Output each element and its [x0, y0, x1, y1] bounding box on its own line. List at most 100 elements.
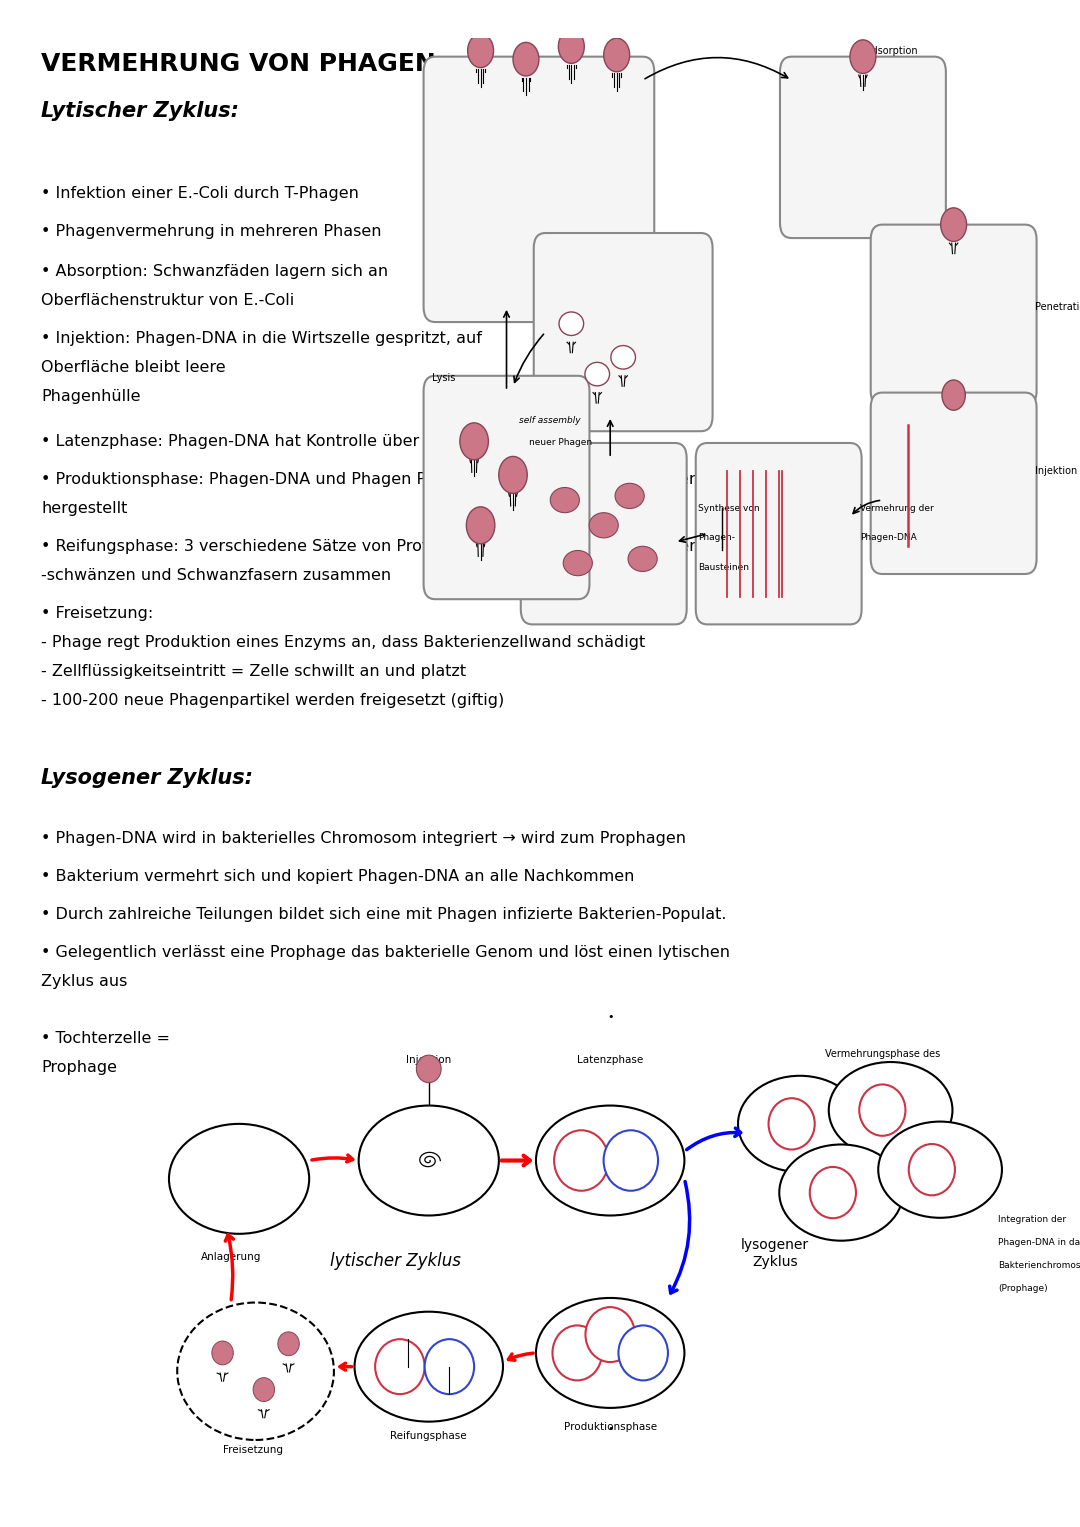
Ellipse shape: [536, 1298, 685, 1408]
Ellipse shape: [359, 1106, 499, 1215]
Text: • Absorption: Schwanzfäden lagern sich an: • Absorption: Schwanzfäden lagern sich a…: [41, 264, 388, 279]
Text: - Phage regt Produktion eines Enzyms an, dass Bakterienzellwand schädigt: - Phage regt Produktion eines Enzyms an,…: [41, 635, 645, 651]
Ellipse shape: [559, 312, 583, 336]
FancyBboxPatch shape: [870, 392, 1037, 574]
FancyBboxPatch shape: [423, 376, 590, 599]
Text: • Tochterzelle =: • Tochterzelle =: [41, 1031, 170, 1046]
Ellipse shape: [611, 345, 635, 370]
Text: Lysogener Zyklus:: Lysogener Zyklus:: [41, 768, 253, 788]
Circle shape: [558, 29, 584, 63]
Text: Bausteinen: Bausteinen: [698, 563, 748, 571]
Circle shape: [554, 1130, 608, 1191]
Circle shape: [604, 38, 630, 72]
Text: Adsorption: Adsorption: [866, 46, 919, 56]
Circle shape: [941, 208, 967, 241]
Text: Vermehrungsphase des: Vermehrungsphase des: [825, 1049, 940, 1058]
Circle shape: [860, 1084, 905, 1136]
Text: •: •: [607, 1425, 613, 1434]
Text: • Produktionsphase: Phagen-DNA und Phagen Proteine und Phagengenom Kopien: • Produktionsphase: Phagen-DNA und Phage…: [41, 472, 699, 487]
Text: • Phagenvermehrung in mehreren Phasen: • Phagenvermehrung in mehreren Phasen: [41, 224, 381, 240]
Ellipse shape: [585, 362, 609, 386]
Ellipse shape: [878, 1121, 1002, 1219]
Circle shape: [278, 1332, 299, 1356]
Text: neuer Phagen: neuer Phagen: [529, 438, 592, 447]
Circle shape: [585, 1307, 635, 1362]
Text: Produktionsphase: Produktionsphase: [564, 1422, 657, 1432]
Ellipse shape: [828, 1063, 953, 1157]
Ellipse shape: [590, 513, 619, 538]
Circle shape: [604, 1130, 658, 1191]
Circle shape: [212, 1341, 233, 1365]
Text: • Reifungsphase: 3 verschiedene Sätze von Proteine lagern sich zu Phagenköpfen,: • Reifungsphase: 3 verschiedene Sätze vo…: [41, 539, 704, 554]
Text: - 100-200 neue Phagenpartikel werden freigesetzt (giftig): - 100-200 neue Phagenpartikel werden fre…: [41, 693, 504, 709]
Text: Phagen-DNA in das: Phagen-DNA in das: [998, 1238, 1080, 1248]
Text: Penetration: Penetration: [1035, 302, 1080, 312]
Text: - Zellflüssigkeitseintritt = Zelle schwillt an und platzt: - Zellflüssigkeitseintritt = Zelle schwi…: [41, 664, 467, 680]
Text: Lysis: Lysis: [432, 373, 456, 383]
Text: Lytischer Zyklus:: Lytischer Zyklus:: [41, 101, 239, 121]
FancyBboxPatch shape: [780, 56, 946, 238]
Text: • Freisetzung:: • Freisetzung:: [41, 606, 153, 621]
Text: Oberfläche bleibt leere: Oberfläche bleibt leere: [41, 360, 226, 376]
Circle shape: [942, 380, 966, 411]
Text: self assembly: self assembly: [519, 415, 581, 425]
Text: (Prophage): (Prophage): [998, 1284, 1048, 1293]
Circle shape: [810, 1167, 856, 1219]
Text: Oberflächenstruktur von E.-Coli: Oberflächenstruktur von E.-Coli: [41, 293, 294, 308]
Text: hergestellt: hergestellt: [41, 501, 127, 516]
Ellipse shape: [177, 1303, 334, 1440]
FancyBboxPatch shape: [423, 56, 654, 322]
Ellipse shape: [738, 1075, 862, 1173]
Circle shape: [850, 40, 876, 73]
Text: Zyklus aus: Zyklus aus: [41, 974, 127, 989]
Text: Injektion: Injektion: [1035, 466, 1077, 476]
Text: Phagen-: Phagen-: [698, 533, 734, 542]
Text: • Bakterium vermehrt sich und kopiert Phagen-DNA an alle Nachkommen: • Bakterium vermehrt sich und kopiert Ph…: [41, 869, 634, 884]
Text: Prophage: Prophage: [41, 1060, 117, 1075]
FancyBboxPatch shape: [870, 224, 1037, 406]
Circle shape: [908, 1144, 955, 1196]
Text: lytischer Zyklus: lytischer Zyklus: [330, 1252, 461, 1270]
Text: Freisetzung: Freisetzung: [222, 1445, 283, 1455]
Ellipse shape: [168, 1124, 309, 1234]
Text: -schwänzen und Schwanzfasern zusammen: -schwänzen und Schwanzfasern zusammen: [41, 568, 391, 583]
Text: • Gelegentlich verlässt eine Prophage das bakterielle Genom und löst einen lytis: • Gelegentlich verlässt eine Prophage da…: [41, 945, 730, 960]
Text: Reifungsphase: Reifungsphase: [391, 1431, 467, 1441]
Text: Phagenhülle: Phagenhülle: [41, 389, 140, 405]
Text: • Latenzphase: Phagen-DNA hat Kontrolle über das Bakterium: • Latenzphase: Phagen-DNA hat Kontrolle …: [41, 434, 541, 449]
Ellipse shape: [780, 1145, 903, 1240]
Circle shape: [553, 1325, 602, 1380]
Circle shape: [417, 1055, 441, 1083]
FancyBboxPatch shape: [521, 443, 687, 625]
FancyBboxPatch shape: [696, 443, 862, 625]
Ellipse shape: [354, 1312, 503, 1422]
Ellipse shape: [616, 484, 644, 508]
Ellipse shape: [551, 487, 580, 513]
Circle shape: [499, 457, 527, 493]
Text: • Infektion einer E.-Coli durch T-Phagen: • Infektion einer E.-Coli durch T-Phagen: [41, 186, 359, 202]
Circle shape: [424, 1339, 474, 1394]
FancyBboxPatch shape: [534, 234, 713, 431]
Circle shape: [619, 1325, 667, 1380]
Text: Vermehrung der: Vermehrung der: [860, 504, 933, 513]
Text: VERMEHRUNG VON PHAGEN: VERMEHRUNG VON PHAGEN: [41, 52, 436, 76]
Text: Synthese von: Synthese von: [698, 504, 759, 513]
Circle shape: [460, 423, 488, 460]
Circle shape: [253, 1377, 274, 1402]
Text: lysogener
Zyklus: lysogener Zyklus: [741, 1238, 809, 1269]
Circle shape: [467, 507, 495, 544]
Circle shape: [375, 1339, 424, 1394]
Circle shape: [513, 43, 539, 76]
Text: Injektion: Injektion: [406, 1055, 451, 1066]
Text: • Injektion: Phagen-DNA in die Wirtszelle gespritzt, auf: • Injektion: Phagen-DNA in die Wirtszell…: [41, 331, 482, 347]
Text: •: •: [607, 1012, 613, 1022]
Circle shape: [769, 1098, 814, 1150]
Text: Phagen-DNA: Phagen-DNA: [860, 533, 917, 542]
Circle shape: [468, 34, 494, 67]
Text: Bakterienchromosom: Bakterienchromosom: [998, 1261, 1080, 1270]
Text: Anlagerung: Anlagerung: [201, 1252, 261, 1263]
Text: Prophagen: Prophagen: [856, 1077, 908, 1086]
Text: Latenzphase: Latenzphase: [577, 1055, 644, 1066]
Ellipse shape: [629, 547, 657, 571]
Text: Integration der: Integration der: [998, 1215, 1066, 1225]
